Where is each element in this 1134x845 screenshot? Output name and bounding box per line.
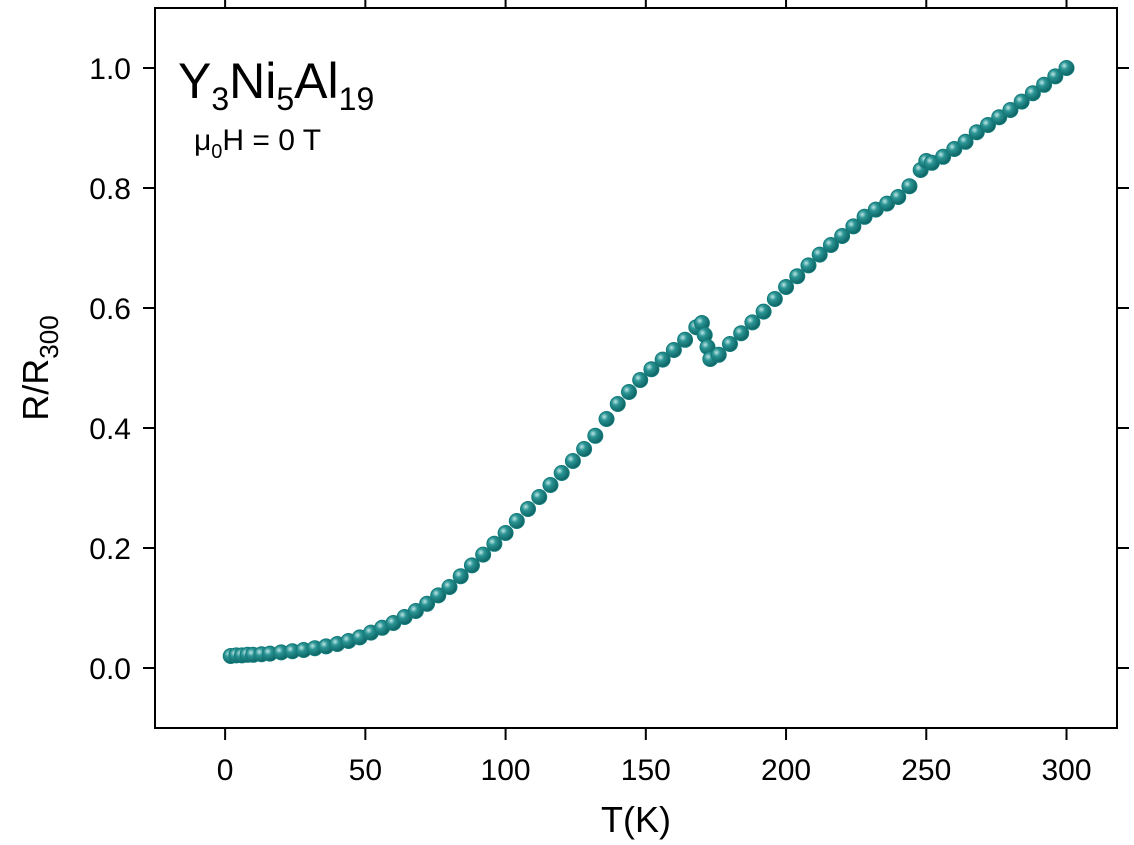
data-point <box>452 568 469 585</box>
data-point <box>1013 93 1030 110</box>
data-point <box>1024 85 1041 102</box>
data-point <box>845 218 862 235</box>
data-point <box>620 384 637 400</box>
part: 5 <box>276 81 294 117</box>
data-point <box>710 346 727 363</box>
data-point <box>598 411 615 427</box>
y-tick-label: 0.2 <box>89 533 131 566</box>
data-point <box>935 148 952 165</box>
x-tick-label: 0 <box>217 754 234 787</box>
part: Y <box>178 53 211 109</box>
data-point <box>721 336 738 352</box>
data-point <box>677 331 694 348</box>
data-point <box>890 189 907 205</box>
data-point <box>957 133 974 150</box>
y-axis-label: R/R300 <box>15 315 64 420</box>
data-point <box>856 208 873 225</box>
x-tick-label: 150 <box>621 754 671 787</box>
data-point <box>564 453 581 469</box>
data-point <box>1047 68 1064 85</box>
x-tick-label: 50 <box>349 754 382 787</box>
y-tick-label: 0.8 <box>89 173 131 206</box>
x-tick-label: 100 <box>481 754 531 787</box>
data-point <box>901 178 918 195</box>
data-point <box>834 228 851 244</box>
data-point <box>979 117 996 133</box>
data-point <box>946 141 963 157</box>
data-point <box>733 325 750 342</box>
data-point <box>822 237 839 253</box>
x-tick-label: 200 <box>761 754 811 787</box>
data-point <box>576 441 593 457</box>
y-tick-label: 0.4 <box>89 413 131 446</box>
data-point <box>419 595 436 612</box>
data-point <box>643 361 660 378</box>
data-point <box>654 351 671 368</box>
part: 3 <box>211 81 229 117</box>
data-point <box>553 465 570 481</box>
x-tick-label: 250 <box>901 754 951 787</box>
data-point <box>744 314 761 331</box>
y-tick-label: 0.0 <box>89 653 131 686</box>
y-label-base: R/R <box>15 359 56 421</box>
part: μ <box>194 124 211 157</box>
data-point <box>778 279 795 295</box>
data-point <box>1002 102 1019 118</box>
data-point <box>486 535 503 552</box>
data-point <box>520 501 537 517</box>
data-point <box>755 303 772 320</box>
data-point <box>475 546 492 563</box>
data-point <box>407 603 424 619</box>
field-label: μ0H = 0 T <box>194 124 321 163</box>
plot-frame <box>154 7 1118 729</box>
part: 0 <box>211 141 222 163</box>
part: H = 0 T <box>222 124 321 157</box>
data-point <box>430 587 447 604</box>
data-point <box>497 525 514 541</box>
y-tick-label: 0.6 <box>89 293 131 326</box>
part: 19 <box>339 81 375 117</box>
part: Al <box>294 53 338 109</box>
y-tick-label: 1.0 <box>89 53 131 86</box>
data-point <box>463 557 480 574</box>
data-point <box>968 124 985 141</box>
data-point <box>632 372 649 388</box>
part: Ni <box>229 53 276 109</box>
data-point <box>531 489 548 505</box>
y-label-sub: 300 <box>34 315 64 358</box>
data-point <box>665 342 682 358</box>
data-point <box>508 513 525 529</box>
x-tick-label: 300 <box>1041 754 1091 787</box>
data-point <box>766 291 783 307</box>
data-point <box>800 257 817 274</box>
data-point <box>542 477 559 493</box>
data-point <box>811 246 828 263</box>
data-point <box>991 109 1008 126</box>
data-point <box>1036 76 1053 93</box>
x-axis-label: T(K) <box>601 799 671 840</box>
data-point <box>587 427 604 444</box>
data-point <box>789 268 806 285</box>
compound-label: Y3Ni5Al19 <box>178 53 374 117</box>
data-point <box>609 396 626 412</box>
data-point <box>441 579 458 595</box>
data-points <box>222 60 1075 664</box>
data-point <box>1058 60 1075 76</box>
